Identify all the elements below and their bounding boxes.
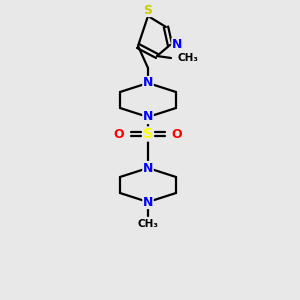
Text: N: N: [172, 38, 182, 52]
Text: N: N: [143, 161, 153, 175]
Text: CH₃: CH₃: [137, 219, 158, 229]
Text: O: O: [114, 128, 124, 140]
Text: CH₃: CH₃: [177, 53, 198, 63]
Text: N: N: [143, 76, 153, 89]
Text: N: N: [143, 196, 153, 208]
Text: S: S: [143, 127, 153, 141]
Text: N: N: [143, 110, 153, 124]
Text: S: S: [143, 4, 152, 16]
Text: O: O: [172, 128, 182, 140]
